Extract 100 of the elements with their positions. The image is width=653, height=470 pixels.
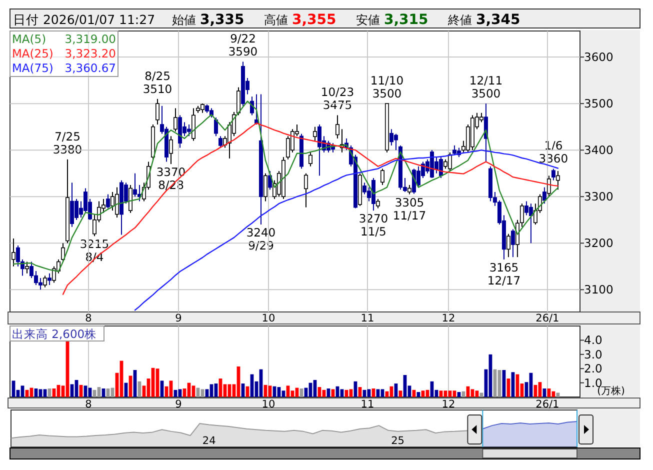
bar bbox=[331, 389, 335, 397]
x-tick-label: 11 bbox=[360, 398, 374, 410]
candlestick bbox=[542, 186, 546, 204]
annotation: 3270 11/5 bbox=[358, 212, 388, 239]
candlestick bbox=[304, 172, 308, 208]
x-tick-label: 26/1 bbox=[536, 312, 560, 324]
bar bbox=[480, 392, 484, 397]
x-tick-label: 10 bbox=[262, 312, 276, 324]
candlestick bbox=[106, 194, 110, 209]
text: 終値 3,345 bbox=[447, 12, 520, 28]
candlestick bbox=[30, 261, 34, 279]
candlestick bbox=[407, 184, 412, 195]
candlestick bbox=[335, 114, 340, 139]
bar bbox=[475, 390, 479, 397]
candlestick bbox=[191, 108, 196, 142]
y-tick-label: 2.0 bbox=[584, 362, 602, 376]
candlestick bbox=[200, 103, 204, 114]
annotation: 1/6 3360 bbox=[538, 138, 568, 166]
candlestick bbox=[214, 117, 218, 137]
candlestick bbox=[236, 86, 240, 116]
text: MA(75) 3,360.67 bbox=[12, 61, 116, 75]
bar bbox=[84, 386, 88, 397]
candlestick bbox=[394, 133, 398, 151]
bar bbox=[444, 390, 448, 397]
y-tick-label: 4.0 bbox=[584, 333, 602, 348]
x-tick-label: 26/1 bbox=[536, 398, 560, 410]
bar bbox=[228, 384, 232, 397]
bar bbox=[38, 389, 42, 397]
x-tick-label: 11 bbox=[360, 312, 374, 324]
candlestick bbox=[308, 152, 312, 167]
candlestick bbox=[546, 175, 551, 198]
candlestick bbox=[186, 124, 191, 137]
candlestick bbox=[551, 168, 556, 181]
bar bbox=[448, 390, 452, 397]
bar bbox=[349, 389, 353, 397]
text: 高値 3,355 bbox=[264, 12, 336, 28]
x-tick-label: 8 bbox=[85, 398, 92, 410]
x-tick-label: 12 bbox=[442, 312, 456, 324]
candlestick bbox=[70, 182, 74, 228]
x-tick-label: 12 bbox=[442, 398, 456, 410]
bar bbox=[200, 389, 204, 397]
bar bbox=[421, 390, 425, 397]
candlestick bbox=[528, 203, 533, 244]
candlestick bbox=[380, 168, 384, 186]
bar bbox=[367, 389, 371, 397]
text: 始値 3,335 bbox=[172, 12, 244, 28]
candlestick bbox=[371, 178, 376, 212]
bar bbox=[178, 389, 182, 397]
bar bbox=[340, 389, 344, 397]
text: MA(5) 3,319.00 bbox=[12, 32, 116, 46]
y-tick-label: 3400 bbox=[584, 143, 614, 158]
chart-title: 日付 2026/01/07 11:27 bbox=[13, 12, 156, 27]
text: 安値 3,315 bbox=[356, 12, 428, 28]
y-tick-label: 3100 bbox=[584, 282, 614, 297]
x-tick-label: 8 bbox=[85, 312, 92, 324]
annotation: 7/25 3380 bbox=[52, 129, 82, 156]
bar bbox=[439, 390, 443, 397]
candlestick bbox=[479, 112, 484, 123]
candlestick bbox=[48, 272, 52, 286]
candlestick bbox=[16, 244, 20, 267]
candlestick bbox=[155, 98, 160, 126]
bar bbox=[192, 386, 196, 397]
candlestick bbox=[556, 170, 560, 190]
annotation: 12/11 3500 bbox=[469, 74, 503, 101]
bar bbox=[380, 389, 384, 397]
annotation: 3305 11/17 bbox=[392, 195, 426, 222]
candlestick bbox=[168, 136, 173, 165]
y-tick-label: 3300 bbox=[584, 190, 614, 204]
annotation: 11/10 3500 bbox=[370, 74, 404, 101]
candlestick bbox=[506, 233, 510, 258]
bar bbox=[470, 389, 474, 397]
chart-title: 出来高 2,600株 bbox=[12, 327, 97, 341]
x-tick-label: 9 bbox=[175, 398, 182, 410]
y-tick-label: 3600 bbox=[584, 50, 614, 64]
candlestick bbox=[376, 198, 380, 209]
x-tick-label: 24 bbox=[202, 435, 216, 447]
bar bbox=[210, 384, 214, 397]
bar bbox=[556, 392, 560, 397]
candlestick bbox=[61, 242, 66, 262]
y-tick-label: 3200 bbox=[584, 236, 614, 250]
bar bbox=[20, 386, 24, 397]
annotation: 3165 12/17 bbox=[487, 260, 521, 288]
candlestick bbox=[43, 275, 48, 288]
bar bbox=[452, 390, 456, 397]
annotation: 9/22 3590 bbox=[228, 32, 258, 59]
candlestick bbox=[263, 172, 268, 202]
x-tick-label: 10 bbox=[262, 398, 276, 410]
bar bbox=[376, 389, 380, 397]
candlestick bbox=[448, 152, 452, 172]
candlestick bbox=[25, 261, 30, 274]
candlestick bbox=[312, 126, 317, 142]
candlestick bbox=[438, 156, 443, 179]
bar bbox=[70, 384, 74, 397]
x-tick-label: 9 bbox=[175, 312, 182, 324]
candlestick bbox=[173, 108, 178, 132]
candlestick bbox=[510, 228, 515, 258]
y-tick-label: 3.0 bbox=[584, 347, 602, 362]
candlestick bbox=[52, 266, 56, 284]
y-tick-label: 3500 bbox=[584, 96, 614, 111]
bar bbox=[286, 386, 290, 397]
